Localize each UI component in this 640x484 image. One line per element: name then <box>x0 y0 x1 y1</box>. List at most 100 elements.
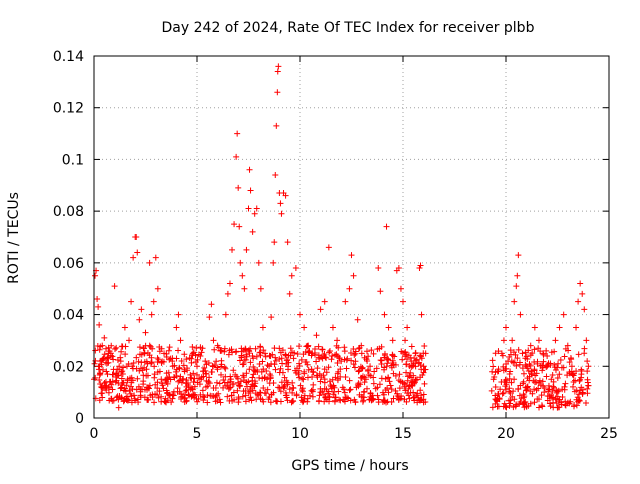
data-point <box>553 400 560 407</box>
data-point <box>410 389 417 396</box>
data-point <box>405 352 412 359</box>
data-point <box>276 345 283 352</box>
data-point <box>170 374 177 381</box>
data-point <box>117 385 124 392</box>
data-point <box>148 354 155 361</box>
data-point <box>180 362 187 369</box>
data-point <box>92 374 99 381</box>
data-point <box>522 384 529 391</box>
data-point <box>549 388 556 395</box>
data-point <box>577 280 584 287</box>
data-point <box>356 391 363 398</box>
data-point <box>378 343 385 350</box>
data-point <box>408 358 415 365</box>
data-point <box>233 153 240 160</box>
data-point <box>319 346 326 353</box>
data-point <box>422 399 429 406</box>
data-point <box>539 403 546 410</box>
data-point <box>388 386 395 393</box>
data-point <box>266 380 273 387</box>
data-point <box>245 205 252 212</box>
data-point <box>399 350 406 357</box>
data-point <box>175 311 182 318</box>
data-point <box>289 384 296 391</box>
data-point <box>355 368 362 375</box>
data-point <box>370 374 377 381</box>
data-point <box>181 351 188 358</box>
data-point <box>249 228 256 235</box>
data-point <box>226 397 233 404</box>
data-point <box>220 384 227 391</box>
data-point <box>177 337 184 344</box>
data-point <box>500 390 507 397</box>
data-point <box>259 324 266 331</box>
y-tick-label: 0.08 <box>53 204 84 220</box>
data-point <box>118 375 125 382</box>
data-point <box>202 358 209 365</box>
data-point <box>527 400 534 407</box>
y-tick-label: 0 <box>75 411 84 427</box>
data-point <box>199 345 206 352</box>
data-point <box>230 367 237 374</box>
data-point <box>290 398 297 405</box>
data-point <box>553 389 560 396</box>
data-point <box>193 345 200 352</box>
data-point <box>302 348 309 355</box>
data-point <box>229 381 236 388</box>
data-point <box>222 311 229 318</box>
data-point <box>243 353 250 360</box>
data-point <box>351 364 358 371</box>
data-point <box>261 375 268 382</box>
data-point <box>169 358 176 365</box>
data-point <box>348 252 355 259</box>
data-point <box>191 394 198 401</box>
data-point <box>309 388 316 395</box>
data-point <box>204 383 211 390</box>
data-point <box>412 350 419 357</box>
data-point <box>260 347 267 354</box>
data-point <box>313 358 320 365</box>
data-point <box>227 373 234 380</box>
data-point <box>256 361 263 368</box>
data-point <box>158 393 165 400</box>
data-point <box>246 166 253 173</box>
data-point <box>171 374 178 381</box>
data-point <box>523 353 530 360</box>
data-point <box>418 311 425 318</box>
data-point <box>119 368 126 375</box>
data-point <box>360 389 367 396</box>
data-point <box>383 363 390 370</box>
data-point <box>317 378 324 385</box>
data-point <box>185 383 192 390</box>
data-point <box>178 358 185 365</box>
data-point <box>210 384 217 391</box>
data-point <box>537 381 544 388</box>
data-point <box>374 392 381 399</box>
data-point <box>299 386 306 393</box>
data-point <box>584 385 591 392</box>
data-point <box>97 381 104 388</box>
data-point <box>277 365 284 372</box>
data-point <box>347 349 354 356</box>
data-point <box>251 383 258 390</box>
data-point <box>352 350 359 357</box>
data-point <box>190 378 197 385</box>
data-point <box>124 376 131 383</box>
data-point <box>203 361 210 368</box>
data-point <box>419 372 426 379</box>
data-point <box>216 380 223 387</box>
data-point <box>548 376 555 383</box>
data-point <box>201 394 208 401</box>
data-point <box>581 306 588 313</box>
data-point <box>123 363 130 370</box>
data-point <box>535 337 542 344</box>
data-point <box>284 239 291 246</box>
data-point <box>174 385 181 392</box>
data-point <box>339 384 346 391</box>
data-point <box>210 393 217 400</box>
y-tick-label: 0.04 <box>53 308 84 324</box>
data-point <box>257 395 264 402</box>
data-point <box>194 398 201 405</box>
data-point <box>365 372 372 379</box>
data-point <box>108 381 115 388</box>
